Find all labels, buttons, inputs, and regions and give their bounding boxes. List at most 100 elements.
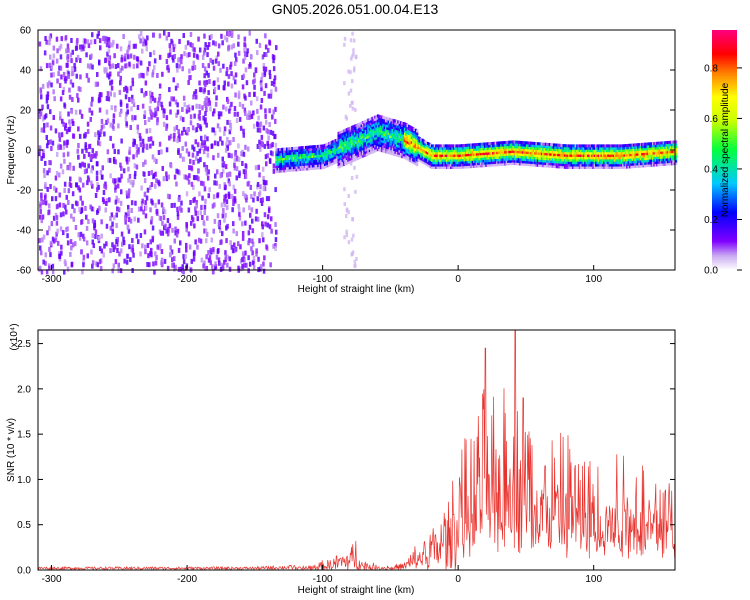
heatmap-cell bbox=[214, 265, 217, 270]
heatmap-cell bbox=[121, 65, 124, 71]
heatmap-cell bbox=[226, 99, 230, 104]
heatmap-cell bbox=[543, 149, 546, 153]
heatmap-cell bbox=[310, 167, 313, 170]
heatmap-cell bbox=[343, 36, 347, 41]
heatmap-cell bbox=[558, 158, 561, 162]
heatmap-cell bbox=[94, 153, 98, 159]
heatmap-cell bbox=[291, 166, 294, 170]
heatmap-cell bbox=[227, 44, 230, 50]
heatmap-cell bbox=[307, 145, 310, 149]
heatmap-cell bbox=[660, 141, 663, 145]
heatmap-cell bbox=[417, 146, 420, 149]
heatmap-cell bbox=[261, 232, 264, 238]
heatmap-cell bbox=[321, 154, 324, 158]
heatmap-cell bbox=[551, 164, 554, 168]
heatmap-cell bbox=[370, 127, 373, 130]
heatmap-cell bbox=[528, 156, 531, 159]
heatmap-cell bbox=[38, 146, 42, 152]
heatmap-cell bbox=[367, 145, 370, 148]
heatmap-cell bbox=[203, 162, 206, 168]
heatmap-cell bbox=[160, 202, 164, 208]
heatmap-cell bbox=[139, 60, 143, 66]
heatmap-cell bbox=[551, 148, 554, 152]
heatmap-cell bbox=[309, 147, 312, 151]
heatmap-cell bbox=[557, 153, 560, 157]
heatmap-cell bbox=[626, 146, 629, 150]
heatmap-cell bbox=[633, 160, 636, 164]
heatmap-cell bbox=[96, 33, 99, 39]
heatmap-cell bbox=[357, 127, 361, 131]
heatmap-cell bbox=[82, 182, 85, 188]
heatmap-cell bbox=[370, 148, 373, 152]
heatmap-cell bbox=[614, 154, 617, 157]
heatmap-cell bbox=[345, 152, 348, 156]
heatmap-cell bbox=[420, 145, 423, 149]
heatmap-cell bbox=[576, 154, 579, 157]
heatmap-cell bbox=[405, 125, 408, 129]
heatmap-cell bbox=[550, 162, 553, 166]
heatmap-cell bbox=[319, 161, 323, 165]
heatmap-cell bbox=[592, 154, 595, 157]
heatmap-cell bbox=[524, 148, 527, 152]
heatmap-cell bbox=[303, 148, 306, 152]
heatmap-cell bbox=[314, 147, 317, 151]
heatmap-cell bbox=[559, 151, 562, 155]
heatmap-cell bbox=[623, 144, 626, 148]
heatmap-cell bbox=[615, 154, 618, 157]
heatmap-cell bbox=[666, 153, 670, 156]
heatmap-cell bbox=[139, 31, 143, 36]
heatmap-cell bbox=[596, 144, 599, 148]
heatmap-cell bbox=[406, 155, 409, 159]
heatmap-cell bbox=[371, 126, 374, 130]
heatmap-cell bbox=[277, 160, 281, 164]
heatmap-cell bbox=[370, 124, 373, 128]
heatmap-cell bbox=[311, 157, 314, 161]
heatmap-cell bbox=[573, 144, 576, 148]
heatmap-cell bbox=[624, 160, 628, 164]
heatmap-cell bbox=[169, 48, 172, 53]
heatmap-cell bbox=[622, 144, 625, 148]
heatmap-cell bbox=[213, 130, 217, 136]
heatmap-cell bbox=[440, 149, 443, 153]
heatmap-cell bbox=[408, 134, 411, 138]
heatmap-cell bbox=[459, 156, 462, 160]
heatmap-cell bbox=[318, 151, 321, 155]
heatmap-cell bbox=[286, 147, 289, 151]
heatmap-cell bbox=[249, 185, 252, 190]
heatmap-cell bbox=[117, 63, 120, 68]
heatmap-cell bbox=[558, 148, 561, 152]
heatmap-cell bbox=[169, 163, 173, 169]
heatmap-cell bbox=[347, 154, 350, 157]
heatmap-cell bbox=[474, 157, 477, 161]
heatmap-cell bbox=[143, 192, 147, 198]
heatmap-cell bbox=[502, 145, 506, 149]
heatmap-cell bbox=[160, 230, 163, 236]
heatmap-cell bbox=[615, 161, 618, 165]
heatmap-cell bbox=[525, 151, 529, 154]
heatmap-cell bbox=[59, 226, 63, 232]
heatmap-cell bbox=[427, 149, 430, 153]
heatmap-cell bbox=[555, 146, 558, 149]
heatmap-cell bbox=[492, 141, 495, 145]
heatmap-cell bbox=[547, 162, 550, 166]
heatmap-cell bbox=[120, 231, 124, 237]
heatmap-cell bbox=[485, 156, 488, 160]
heatmap-cell bbox=[428, 159, 431, 163]
heatmap-cell bbox=[630, 150, 633, 154]
heatmap-cell bbox=[665, 150, 668, 154]
heatmap-cell bbox=[497, 160, 500, 164]
heatmap-cell bbox=[235, 231, 238, 237]
heatmap-cell bbox=[599, 156, 602, 160]
heatmap-cell bbox=[363, 144, 366, 148]
heatmap-cell bbox=[626, 158, 629, 162]
heatmap-cell bbox=[660, 143, 663, 147]
heatmap-cell bbox=[372, 123, 375, 127]
heatmap-cell bbox=[343, 42, 346, 47]
heatmap-cell bbox=[274, 106, 277, 112]
heatmap-cell bbox=[586, 156, 590, 160]
heatmap-cell bbox=[513, 145, 516, 149]
heatmap-cell bbox=[367, 140, 370, 144]
heatmap-cell bbox=[336, 155, 339, 159]
heatmap-cell bbox=[263, 212, 267, 218]
heatmap-cell bbox=[466, 160, 469, 164]
